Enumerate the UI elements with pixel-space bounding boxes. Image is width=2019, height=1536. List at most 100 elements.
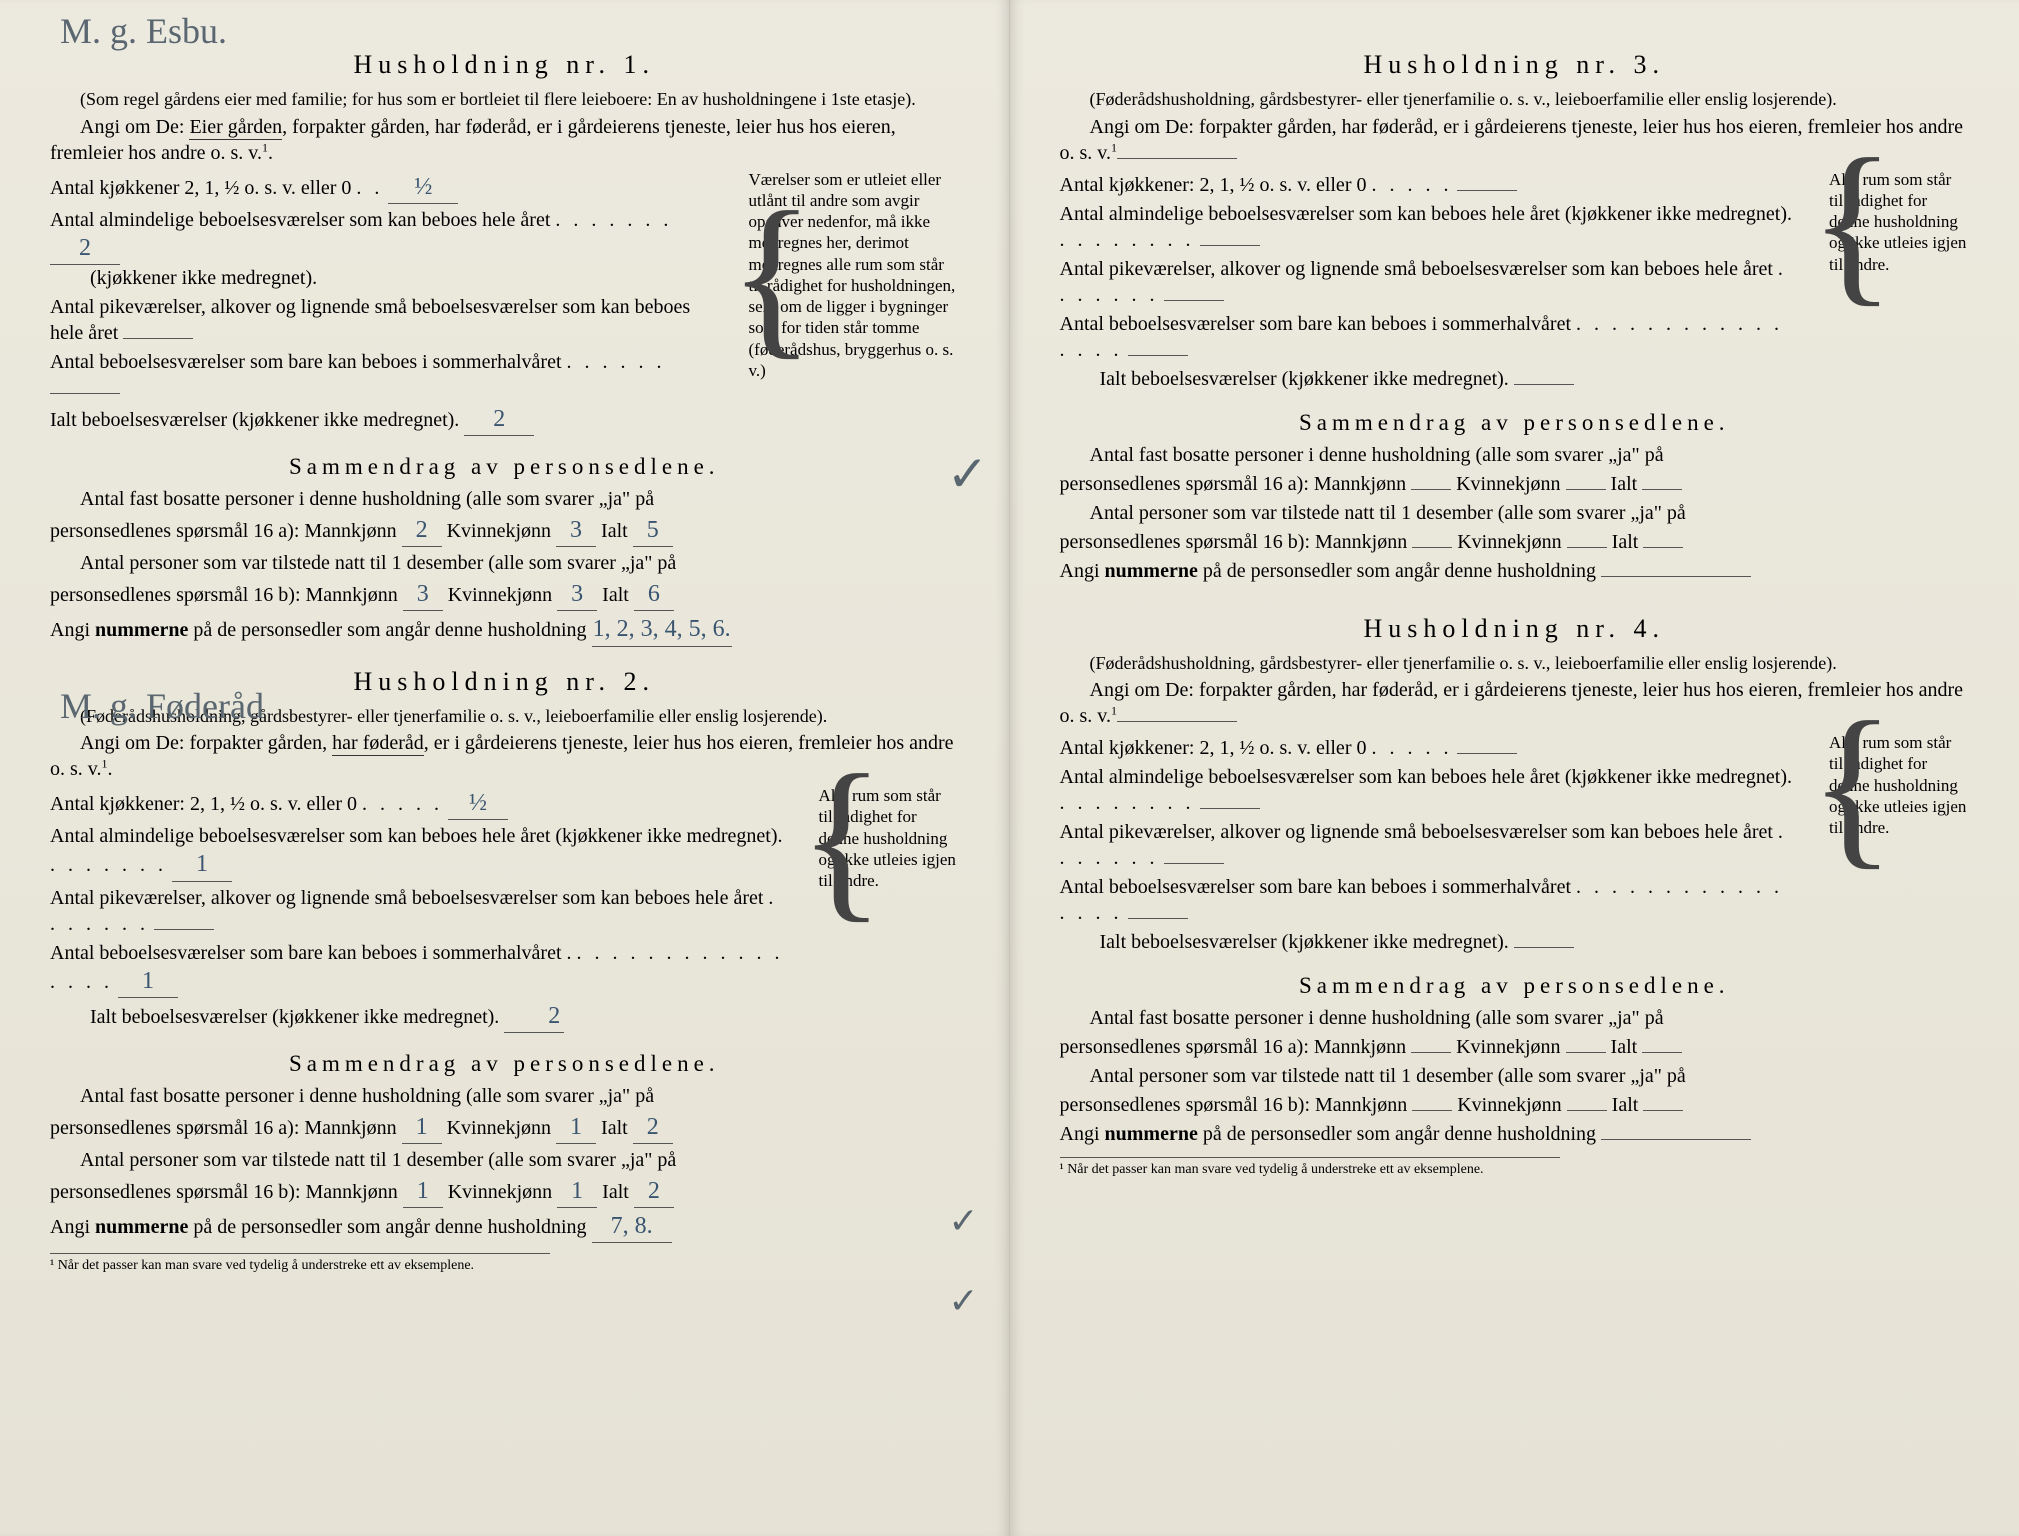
sam1-line1a: Antal fast bosatte personer i denne hush…	[50, 486, 959, 512]
household-1: Husholdning nr. 1. (Som regel gårdens ei…	[50, 50, 959, 647]
household-3-title: Husholdning nr. 3.	[1060, 50, 1970, 80]
sup-1: 1	[262, 140, 268, 154]
sam1-k: 3	[556, 515, 596, 547]
footnote-left: ¹ Når det passer kan man svare ved tydel…	[50, 1253, 550, 1274]
h2-rooms2	[154, 929, 214, 930]
rooms3-value	[50, 393, 120, 394]
h2-rooms3: 1	[118, 966, 178, 998]
rooms1-sub: (kjøkkener ikke medregnet).	[50, 267, 317, 289]
brace-icon-2: {	[799, 785, 885, 891]
h2-kitchens: ½	[448, 788, 508, 820]
h4-rooms2	[1164, 863, 1224, 864]
h3-total	[1514, 384, 1574, 385]
household-4: Husholdning nr. 4. (Føderådshusholdning,…	[1060, 614, 1970, 1179]
kitchens-label: Antal kjøkkener 2, 1, ½ o. s. v. eller 0	[50, 177, 351, 199]
sam2-k: 3	[557, 579, 597, 611]
angi2-underlined: har føderåd	[332, 732, 424, 756]
rooms2-label: Antal pikeværelser, alkover og lignende …	[50, 296, 690, 344]
household-4-sidenote: { Alle rum som står til rådighet for den…	[1809, 732, 1969, 838]
h4-angi-blank	[1117, 721, 1237, 722]
household-2-rooms-main: Antal kjøkkener: 2, 1, ½ o. s. v. eller …	[50, 785, 784, 1036]
num-val-1: 1, 2, 3, 4, 5, 6.	[592, 614, 732, 646]
household-1-rooms-main: Antal kjøkkener 2, 1, ½ o. s. v. eller 0…	[50, 169, 714, 440]
household-4-title: Husholdning nr. 4.	[1060, 614, 1970, 644]
num-line-1: Angi nummerne på de personsedler som ang…	[50, 614, 959, 646]
checkmark-1: ✓	[947, 445, 989, 503]
sam1-line2b: personsedlenes spørsmål 16 b): Mannkjønn…	[50, 579, 959, 611]
handwritten-note-top: M. g. Esbu.	[60, 10, 227, 52]
h3-kitchens	[1457, 190, 1517, 191]
rooms2-value	[123, 338, 193, 339]
rooms1-value: 2	[50, 233, 120, 265]
h3-sam1-k	[1566, 489, 1606, 490]
h2-sam2-m: 1	[403, 1176, 443, 1208]
angi-prefix: Angi om De:	[80, 116, 184, 138]
checkmark-2b: ✓	[948, 1280, 978, 1322]
h4-sam2-i	[1643, 1110, 1683, 1111]
h2-sam1-i: 2	[633, 1112, 673, 1144]
household-1-angi: Angi om De: Eier gården, forpakter gårde…	[50, 114, 959, 166]
sam2-i: 6	[634, 579, 674, 611]
sam1-line1b: personsedlenes spørsmål 16 a): Mannkjønn…	[50, 515, 959, 547]
angi-underlined: Eier gården	[189, 116, 282, 140]
h4-total	[1514, 947, 1574, 948]
h4-num	[1601, 1139, 1751, 1140]
sam1-i: 5	[633, 515, 673, 547]
h4-sam1-i	[1642, 1052, 1682, 1053]
household-3-rooms-main: Antal kjøkkener: 2, 1, ½ o. s. v. eller …	[1060, 169, 1795, 395]
document-spread: M. g. Esbu. Husholdning nr. 1. (Som rege…	[0, 0, 2019, 1536]
checkmark-2a: ✓	[948, 1200, 978, 1242]
household-1-sidenote: { Værelser som er utleiet eller utlånt t…	[729, 169, 959, 382]
h4-sam2-k	[1567, 1110, 1607, 1111]
h4-kitchens	[1457, 753, 1517, 754]
h2-num: 7, 8.	[592, 1211, 672, 1243]
total-row: Ialt beboelsesværelser (kjøkkener ikke m…	[50, 404, 714, 436]
household-2-rooms-block: Antal kjøkkener: 2, 1, ½ o. s. v. eller …	[50, 785, 959, 1036]
h4-rooms1	[1200, 808, 1260, 809]
h3-rooms3	[1128, 355, 1188, 356]
brace-icon-4: {	[1809, 732, 1895, 838]
brace-icon-3: {	[1809, 169, 1895, 275]
sam2-m: 3	[403, 579, 443, 611]
h4-sam1-k	[1566, 1052, 1606, 1053]
h2-sam2-i: 2	[634, 1176, 674, 1208]
h4-rooms3	[1128, 918, 1188, 919]
h2-sam1-k: 1	[556, 1112, 596, 1144]
brace-icon: {	[729, 169, 815, 382]
total-label: Ialt beboelsesværelser (kjøkkener ikke m…	[50, 409, 459, 431]
page-left: M. g. Esbu. Husholdning nr. 1. (Som rege…	[0, 0, 1010, 1536]
sam1-m: 2	[402, 515, 442, 547]
total-value: 2	[464, 404, 534, 436]
household-1-rooms-block: Antal kjøkkener 2, 1, ½ o. s. v. eller 0…	[50, 169, 959, 440]
household-1-note: (Som regel gårdens eier med familie; for…	[50, 88, 959, 111]
h2-sam2-k: 1	[557, 1176, 597, 1208]
h3-sam2-i	[1643, 547, 1683, 548]
kitchens-row: Antal kjøkkener 2, 1, ½ o. s. v. eller 0…	[50, 172, 714, 204]
rooms1-row: Antal almindelige beboelsesværelser som …	[50, 207, 714, 291]
rooms1-label: Antal almindelige beboelsesværelser som …	[50, 209, 550, 231]
household-1-sam-title: Sammendrag av personsedlene.	[50, 454, 959, 480]
kitchens-value: ½	[388, 172, 458, 204]
h3-sam2-m	[1412, 547, 1452, 548]
household-2: Husholdning nr. 2. (Føderådshusholdning,…	[50, 667, 959, 1275]
household-3: Husholdning nr. 3. (Føderådshusholdning,…	[1060, 50, 1970, 584]
household-4-rooms-block: Antal kjøkkener: 2, 1, ½ o. s. v. eller …	[1060, 732, 1970, 958]
h3-angi-blank	[1117, 158, 1237, 159]
h4-sam1-m	[1411, 1052, 1451, 1053]
household-3-note: (Føderådshusholdning, gårdsbestyrer- ell…	[1060, 88, 1970, 111]
household-4-rooms-main: Antal kjøkkener: 2, 1, ½ o. s. v. eller …	[1060, 732, 1795, 958]
rooms3-label: Antal beboelsesværelser som bare kan beb…	[50, 351, 562, 373]
h2-rooms1: 1	[172, 849, 232, 881]
h3-sam1-m	[1411, 489, 1451, 490]
page-right: Husholdning nr. 3. (Føderådshusholdning,…	[1010, 0, 2019, 1536]
h3-num	[1601, 576, 1751, 577]
rooms3-row: Antal beboelsesværelser som bare kan beb…	[50, 349, 714, 401]
h3-sam1-i	[1642, 489, 1682, 490]
household-2-sam-title: Sammendrag av personsedlene.	[50, 1051, 959, 1077]
footnote-right: ¹ Når det passer kan man svare ved tydel…	[1060, 1157, 1560, 1178]
household-3-sidenote: { Alle rum som står til rådighet for den…	[1809, 169, 1969, 275]
h3-sam2-k	[1567, 547, 1607, 548]
household-2-sidenote: { Alle rum som står til rådighet for den…	[799, 785, 959, 891]
h2-sam1-m: 1	[402, 1112, 442, 1144]
household-4-sam-title: Sammendrag av personsedlene.	[1060, 973, 1970, 999]
